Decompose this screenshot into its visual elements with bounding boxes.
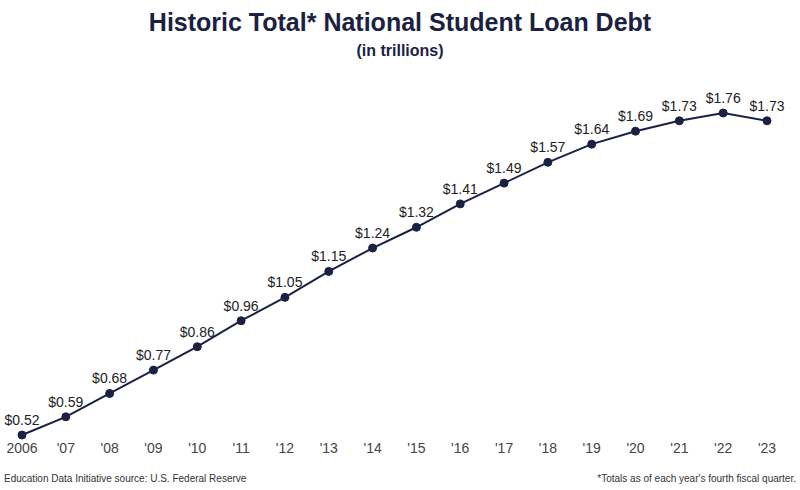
svg-text:'12: '12: [276, 440, 294, 456]
svg-text:$1.73: $1.73: [662, 98, 697, 114]
svg-text:'13: '13: [320, 440, 338, 456]
svg-text:$0.52: $0.52: [8, 412, 40, 428]
svg-text:$0.86: $0.86: [180, 324, 215, 340]
svg-text:'07: '07: [57, 440, 75, 456]
svg-text:'21: '21: [670, 440, 688, 456]
svg-text:$1.57: $1.57: [530, 139, 565, 155]
svg-text:'19: '19: [583, 440, 601, 456]
svg-text:$1.73: $1.73: [749, 98, 784, 114]
svg-text:$1.69: $1.69: [618, 108, 653, 124]
svg-text:'18: '18: [539, 440, 557, 456]
svg-text:'20: '20: [626, 440, 644, 456]
svg-text:$1.05: $1.05: [267, 274, 302, 290]
svg-text:$1.64: $1.64: [574, 121, 609, 137]
svg-text:$0.68: $0.68: [92, 370, 127, 386]
svg-text:$1.41: $1.41: [443, 181, 478, 197]
svg-text:2006: 2006: [8, 440, 38, 456]
svg-text:$1.49: $1.49: [487, 160, 522, 176]
svg-text:$0.96: $0.96: [224, 298, 259, 314]
svg-text:'14: '14: [363, 440, 381, 456]
svg-text:$1.76: $1.76: [706, 90, 741, 106]
svg-text:$1.24: $1.24: [355, 225, 390, 241]
html-text:*Totals as of each year's four: *Totals as of each year's fourth fiscal …: [597, 473, 796, 484]
svg-text:'08: '08: [101, 440, 119, 456]
svg-text:'16: '16: [451, 440, 469, 456]
svg-text:$1.15: $1.15: [311, 248, 346, 264]
svg-text:'11: '11: [233, 440, 250, 456]
svg-text:'22: '22: [714, 440, 732, 456]
svg-text:$0.59: $0.59: [48, 394, 83, 410]
svg-text:'10: '10: [188, 440, 206, 456]
html-text:Historic Total* National Stude: Historic Total* National Student Loan De…: [148, 8, 652, 36]
svg-text:$1.32: $1.32: [399, 204, 434, 220]
svg-text:'17: '17: [495, 440, 513, 456]
svg-text:$0.77: $0.77: [136, 347, 171, 363]
svg-text:'15: '15: [407, 440, 425, 456]
html-text:Education Data Initiative sour: Education Data Initiative source: U.S. F…: [4, 473, 247, 484]
html-text:(in trillions): (in trillions): [356, 42, 444, 59]
svg-text:'09: '09: [144, 440, 162, 456]
svg-text:'23: '23: [758, 440, 776, 456]
